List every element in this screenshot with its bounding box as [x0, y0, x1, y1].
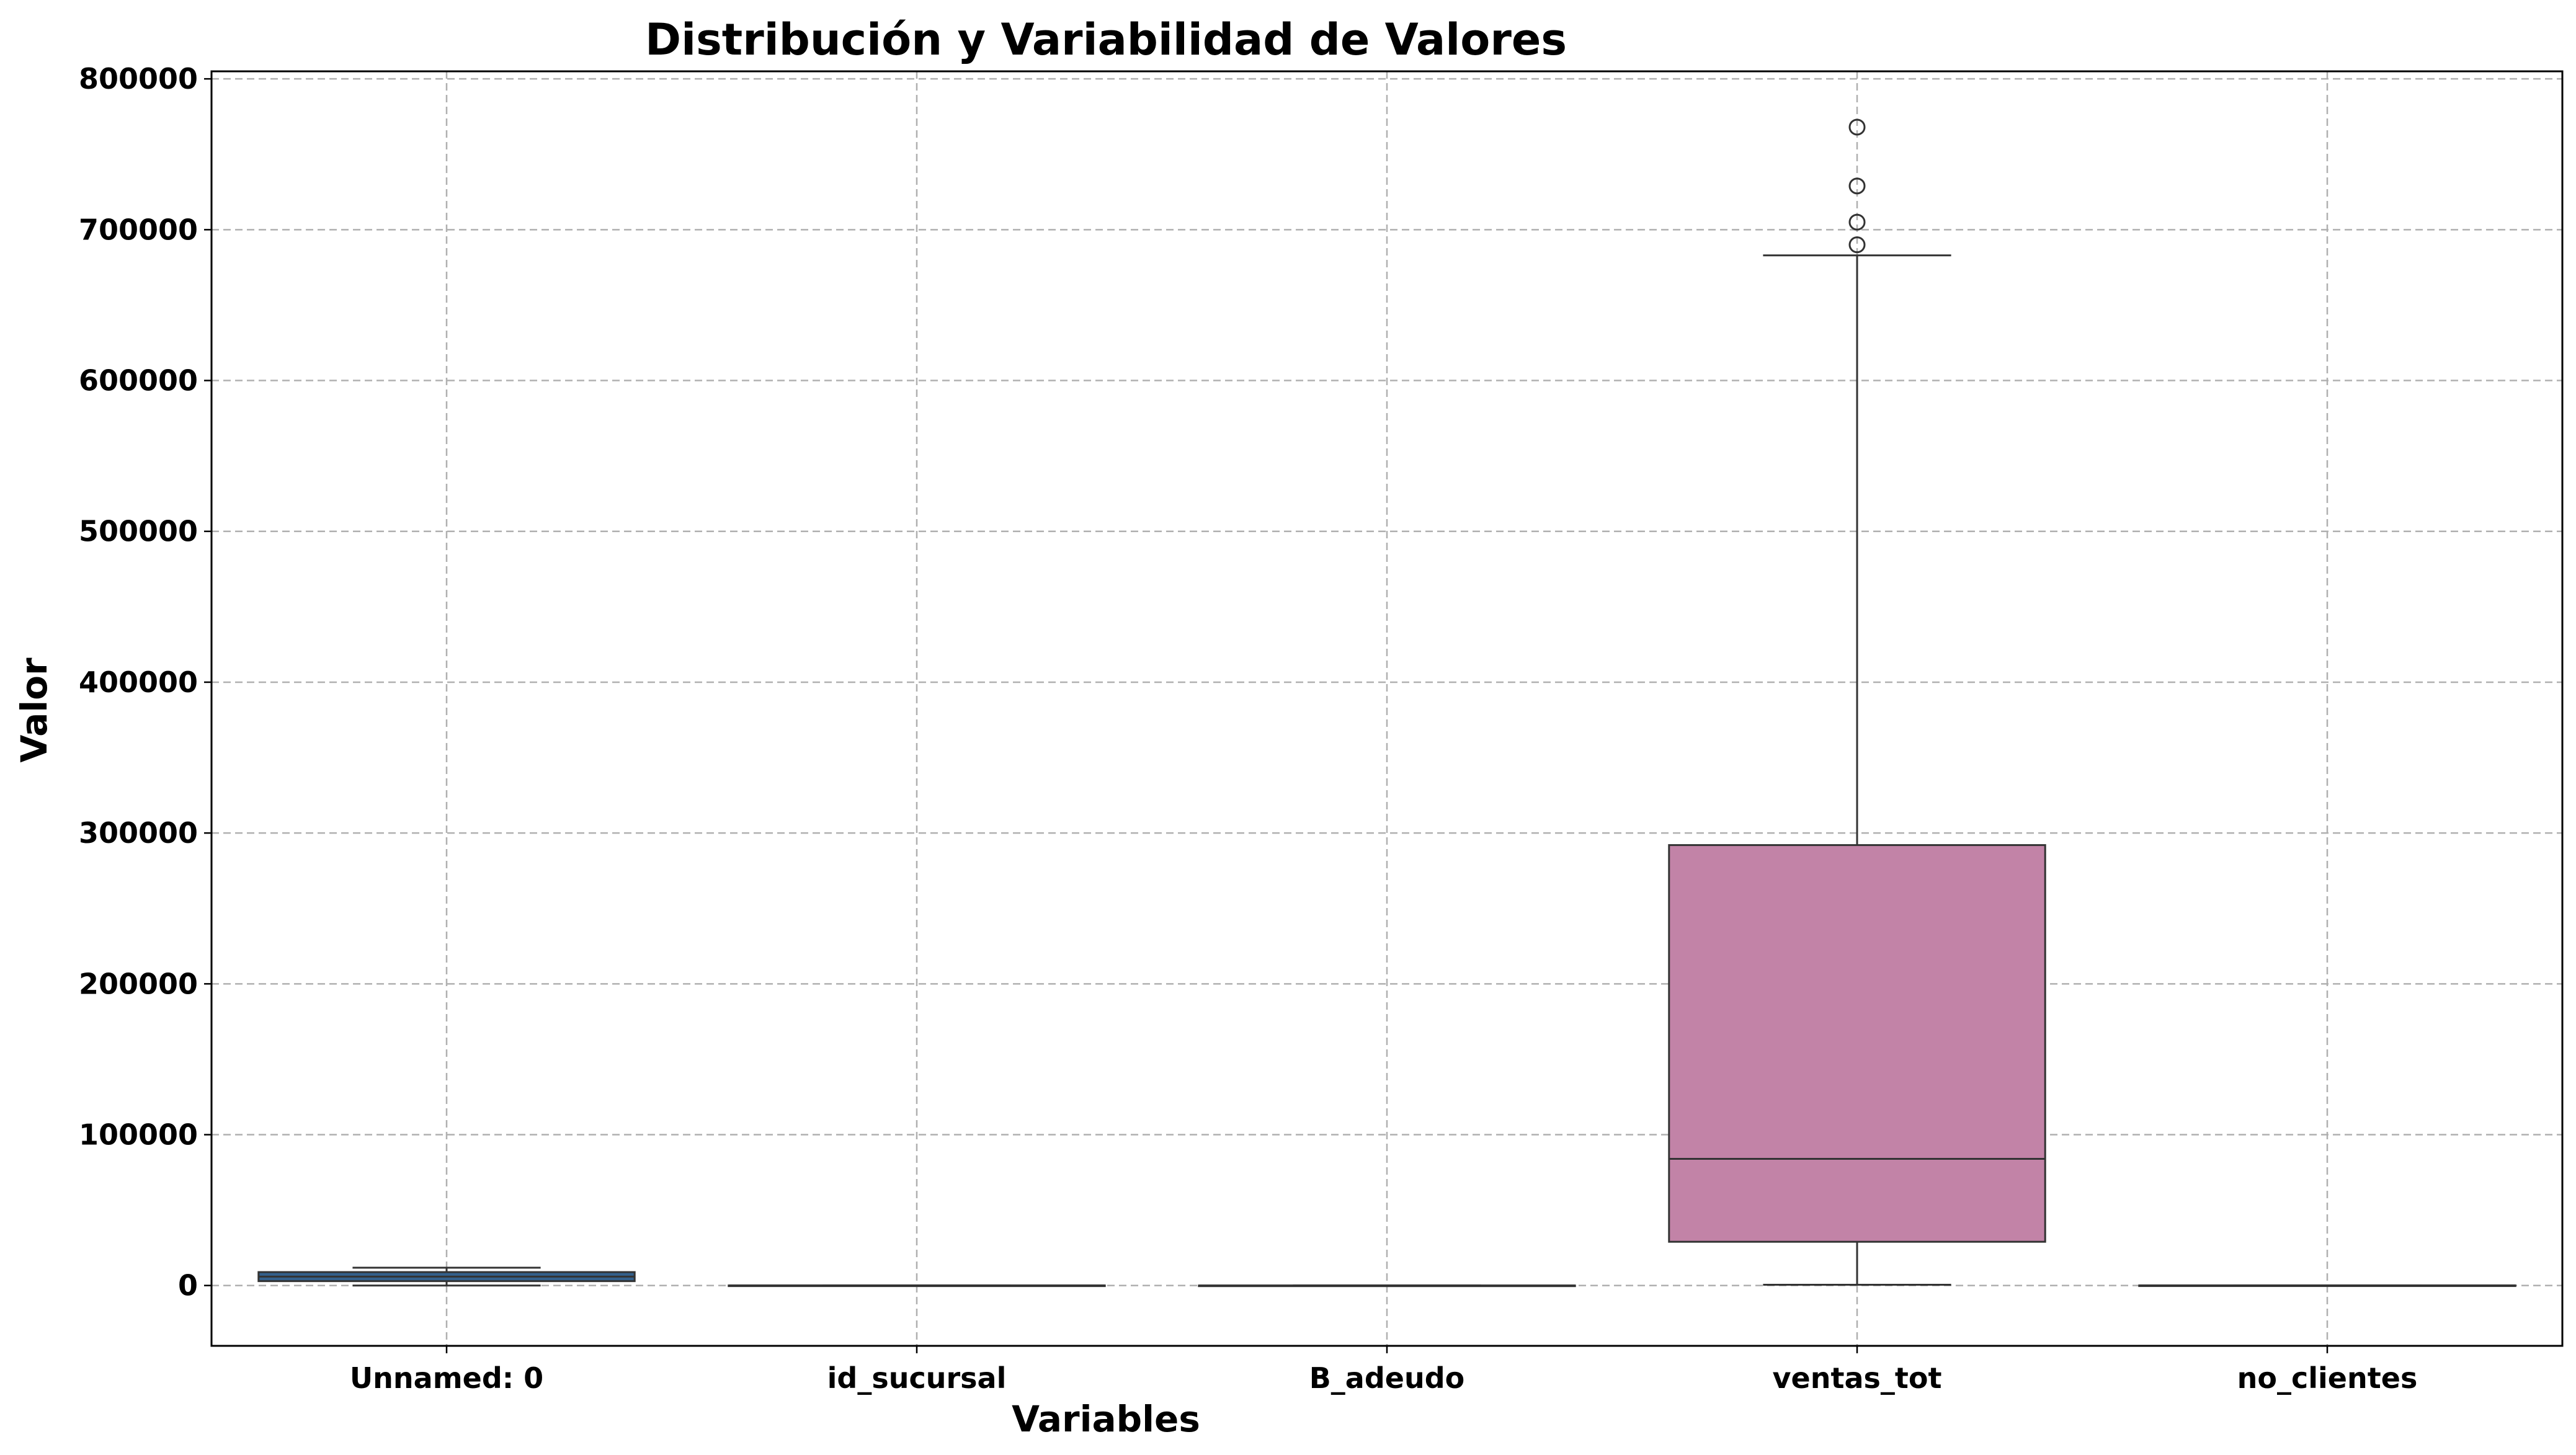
- chart-title: Distribución y Variabilidad de Valores: [645, 14, 1567, 65]
- box-series: [257, 118, 2516, 1288]
- x-tick-label: no_clientes: [2237, 1361, 2418, 1395]
- outlier-point: [1848, 177, 1866, 195]
- x-tick-label: Unnamed: 0: [350, 1361, 543, 1395]
- y-tick-label: 500000: [79, 515, 198, 548]
- x-tick-label: ventas_tot: [1773, 1361, 1942, 1395]
- box-ventas-tot: [1668, 118, 2046, 1286]
- outlier-point: [1848, 236, 1866, 254]
- y-tick-label: 600000: [79, 364, 198, 398]
- y-tick-label: 400000: [79, 665, 198, 699]
- grid-lines: [212, 71, 2562, 1346]
- y-tick-label: 200000: [79, 967, 198, 1000]
- y-tick-label: 700000: [79, 213, 198, 246]
- x-axis-label: Variables: [1012, 1398, 1200, 1440]
- x-tick-label: B_adeudo: [1309, 1361, 1465, 1395]
- box-unnamed-0: [257, 1266, 636, 1287]
- y-axis-label: Valor: [13, 657, 55, 763]
- box-iqr: [1668, 844, 2046, 1243]
- plot-frame: [210, 70, 2564, 1347]
- x-tick-label: id_sucursal: [827, 1361, 1007, 1395]
- y-tick-label: 100000: [79, 1118, 198, 1152]
- y-tick-label: 300000: [79, 816, 198, 850]
- y-tick-label: 800000: [79, 62, 198, 96]
- axes: 0 100000 200000 300000 400000 500000 600000 700…: [79, 62, 2564, 1395]
- outlier-point: [1848, 118, 1866, 136]
- outlier-point: [1848, 213, 1866, 231]
- y-tick-label: 0: [178, 1269, 198, 1302]
